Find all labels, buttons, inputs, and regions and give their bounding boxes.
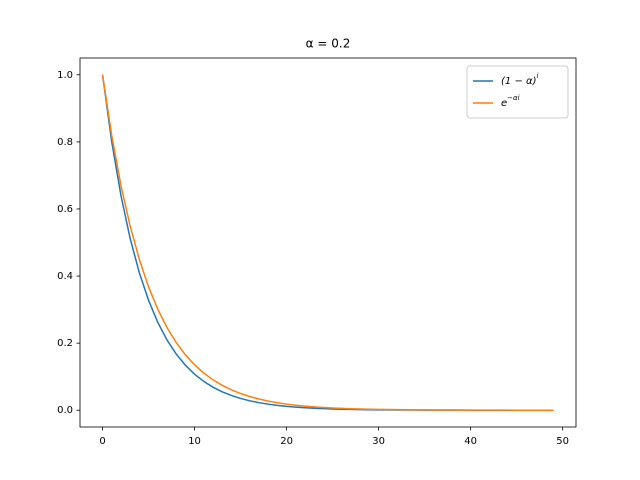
x-tick-label: 20: [280, 436, 293, 447]
y-tick-label: 1.0: [57, 70, 73, 81]
plot-frame: [79, 57, 577, 428]
legend-box: [466, 65, 569, 119]
line-series: [101, 74, 554, 411]
y-tick-label: 0.6: [57, 204, 73, 215]
x-tick-label: 10: [188, 436, 201, 447]
x-tick-label: 40: [464, 436, 477, 447]
y-tick-label: 0.0: [57, 405, 73, 416]
x-tick-label: 50: [556, 436, 569, 447]
x-tick-label: 0: [99, 436, 105, 447]
y-tick-label: 0.4: [57, 271, 73, 282]
x-tick-label: 30: [372, 436, 385, 447]
chart-title: α = 0.2: [306, 37, 351, 51]
legend-label: (1 − α)i: [501, 72, 539, 87]
y-tick-label: 0.8: [57, 137, 73, 148]
y-tick-label: 0.2: [57, 338, 73, 349]
